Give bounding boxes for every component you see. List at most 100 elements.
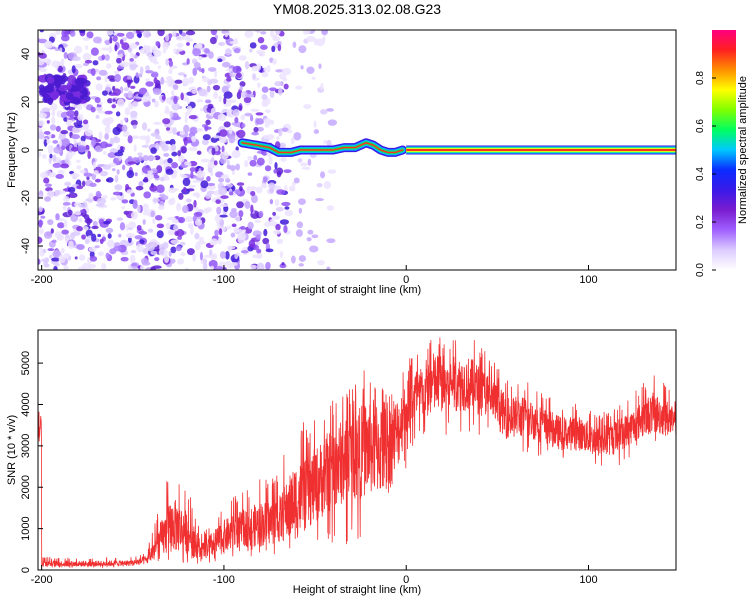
noise-blob [220, 174, 230, 180]
noise-blob [236, 129, 246, 139]
noise-blob [44, 196, 51, 202]
noise-blob [196, 150, 202, 155]
noise-blob [235, 215, 241, 223]
noise-blob [225, 48, 232, 56]
noise-blob [292, 41, 297, 48]
noise-blob [71, 231, 81, 236]
noise-blob [97, 251, 104, 257]
noise-cluster-blob [59, 96, 67, 101]
noise-blob [116, 32, 125, 37]
noise-blob [300, 162, 308, 167]
noise-blob [278, 142, 286, 149]
noise-blob [276, 136, 280, 140]
colorbar-tick-label: 0.8 [695, 71, 706, 85]
noise-blob [249, 114, 254, 122]
noise-blob [295, 229, 303, 237]
noise-blob [251, 131, 259, 136]
noise-blob [168, 250, 172, 257]
noise-blob [90, 68, 96, 77]
noise-blob [192, 48, 201, 57]
noise-blob [244, 159, 249, 168]
noise-blob [76, 145, 87, 153]
noise-blob [67, 209, 73, 216]
noise-blob [206, 175, 211, 182]
noise-blob [272, 211, 276, 216]
noise-blob [88, 263, 97, 269]
noise-blob [76, 165, 82, 170]
noise-blob [38, 258, 41, 265]
noise-blob [327, 169, 337, 174]
noise-blob [203, 207, 209, 214]
colorbar: 0.0 0.2 0.4 0.6 0.8 Normalized spectral ampl… [695, 30, 749, 277]
noise-blob [273, 229, 281, 235]
noise-blob [293, 177, 300, 184]
noise-blob [116, 169, 120, 175]
noise-blob [255, 186, 263, 194]
noise-blob [145, 91, 150, 97]
noise-blob [150, 266, 157, 270]
noise-blob [79, 169, 86, 174]
noise-blob [193, 199, 197, 208]
noise-blob [55, 174, 64, 179]
noise-blob [182, 205, 189, 214]
noise-blob [290, 137, 295, 145]
noise-blob [133, 199, 138, 205]
noise-blob [116, 217, 124, 221]
noise-blob [82, 121, 90, 131]
noise-blob [46, 190, 55, 199]
noise-blob [220, 195, 229, 199]
noise-blob [186, 42, 190, 46]
noise-blob [167, 157, 173, 164]
colorbar-gradient [712, 30, 736, 270]
noise-blob [192, 67, 198, 76]
noise-blob [271, 45, 276, 53]
noise-blob [284, 206, 290, 210]
noise-blob [194, 243, 201, 251]
noise-cluster-blob [47, 96, 54, 106]
spectrogram-x-tick-label: -200 [31, 274, 53, 286]
noise-blob [111, 168, 116, 172]
noise-blob [174, 230, 179, 236]
noise-blob [184, 216, 194, 223]
noise-blob [121, 42, 130, 50]
noise-blob [84, 218, 93, 224]
noise-blob [104, 54, 110, 61]
noise-blob [39, 30, 44, 33]
noise-blob [206, 85, 211, 93]
noise-blob [210, 265, 214, 270]
noise-blob [187, 222, 194, 229]
noise-blob [247, 155, 253, 161]
noise-blob [214, 151, 221, 156]
spectrogram-y-tick-label: -40 [20, 238, 32, 254]
noise-blob [129, 254, 136, 264]
noise-blob [255, 118, 265, 125]
noise-blob [157, 30, 165, 37]
noise-blob [272, 35, 281, 42]
noise-blob [182, 177, 191, 187]
snr-frame [37, 329, 677, 571]
noise-blob [207, 161, 216, 169]
noise-cluster-blob [50, 91, 60, 99]
noise-blob [231, 223, 237, 228]
noise-blob [89, 255, 98, 262]
noise-blob [303, 104, 312, 109]
noise-blob [66, 106, 76, 111]
noise-blob [205, 119, 211, 126]
noise-blob [188, 114, 198, 120]
noise-blob [138, 87, 148, 95]
noise-blob [262, 237, 270, 245]
snr-line [38, 337, 676, 569]
noise-blob [178, 155, 185, 163]
noise-blob [283, 224, 288, 234]
noise-blob [250, 190, 256, 197]
noise-blob [38, 112, 48, 119]
noise-blob [173, 96, 178, 105]
noise-blob [186, 248, 195, 256]
noise-blob [110, 197, 117, 201]
noise-blob [184, 267, 189, 270]
noise-blob [168, 60, 174, 67]
noise-blob [76, 226, 83, 232]
noise-blob [229, 71, 237, 78]
noise-blob [82, 180, 86, 187]
noise-blob [165, 58, 169, 66]
